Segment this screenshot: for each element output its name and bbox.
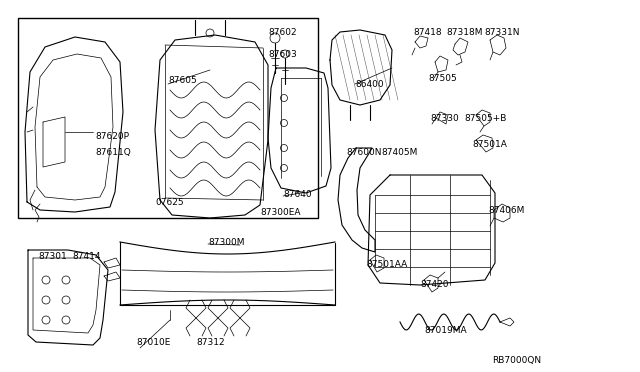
Text: 87405M: 87405M [381, 148, 417, 157]
Text: 87312: 87312 [196, 338, 225, 347]
Text: 87331N: 87331N [484, 28, 520, 37]
Text: 87420: 87420 [420, 280, 449, 289]
Text: 87418: 87418 [413, 28, 442, 37]
Bar [18, 18, 318, 218]
Text: 87300EA: 87300EA [260, 208, 301, 217]
Text: 87501A: 87501A [472, 140, 507, 149]
Text: 87301: 87301 [38, 252, 67, 261]
Text: 87620P: 87620P [95, 132, 129, 141]
Text: 87414: 87414 [72, 252, 100, 261]
Text: 87019MA: 87019MA [424, 326, 467, 335]
Text: 87605: 87605 [168, 76, 196, 85]
Text: 87505: 87505 [428, 74, 457, 83]
Text: 87501AA: 87501AA [366, 260, 407, 269]
Text: 86400: 86400 [355, 80, 383, 89]
Text: 87602: 87602 [268, 28, 296, 37]
Text: 87010E: 87010E [136, 338, 170, 347]
Text: 87406M: 87406M [488, 206, 524, 215]
Text: 07625: 07625 [155, 198, 184, 207]
Text: 87611Q: 87611Q [95, 148, 131, 157]
Text: RB7000QN: RB7000QN [492, 356, 541, 365]
Text: 87640: 87640 [283, 190, 312, 199]
Text: 87505+B: 87505+B [464, 114, 506, 123]
Text: 87318M: 87318M [446, 28, 483, 37]
Text: 87600N: 87600N [346, 148, 381, 157]
Text: 87603: 87603 [268, 50, 297, 59]
Text: 87330: 87330 [430, 114, 459, 123]
Text: 87300M: 87300M [208, 238, 244, 247]
